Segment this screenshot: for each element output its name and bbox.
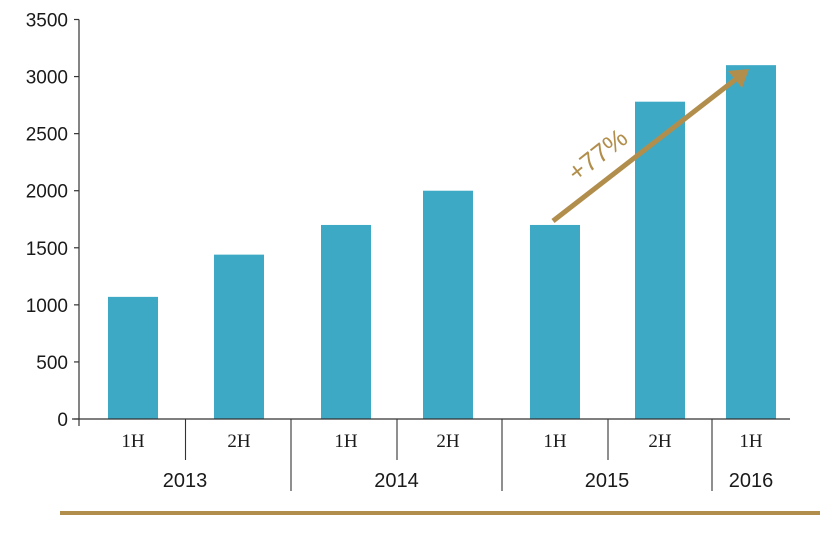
bar-6 [635,101,685,419]
bar-4 [423,190,473,419]
x-tick-label: 1H [121,431,145,452]
y-tick-label: 2000 [26,182,68,203]
x-tick-label: 2H [227,431,251,452]
growth-arrow-shaft [551,75,740,223]
y-tick-label: 0 [57,410,68,431]
year-label: 2016 [729,470,774,492]
bar-7 [726,65,776,420]
axes-group [72,18,790,491]
x-tick-label: 1H [739,431,763,452]
x-tick-label: 1H [543,431,567,452]
bars-group [108,65,776,420]
bar-5 [530,224,580,419]
growth-annotation-label: +77% [562,122,633,187]
year-label: 2014 [374,470,419,492]
bar-2 [214,254,264,419]
x-tick-label: 1H [334,431,358,452]
y-tick-label: 2500 [26,125,68,146]
year-label: 2015 [585,470,630,492]
y-tick-label: 1000 [26,296,68,317]
y-tick-label: 3000 [26,68,68,89]
bar-3 [321,224,371,419]
year-label: 2013 [163,470,208,492]
y-tick-label: 500 [36,353,68,374]
x-tick-label: 2H [648,431,672,452]
labels-group: 0 500 1000 1500 2000 2500 3000 3500 1H 2H 1H 2H 1H 2H… [26,11,774,493]
growth-arrow-head [728,69,749,88]
x-tick-label: 2H [436,431,460,452]
bar-1 [108,296,158,419]
y-tick-label: 3500 [26,11,68,32]
y-tick-label: 1500 [26,239,68,260]
